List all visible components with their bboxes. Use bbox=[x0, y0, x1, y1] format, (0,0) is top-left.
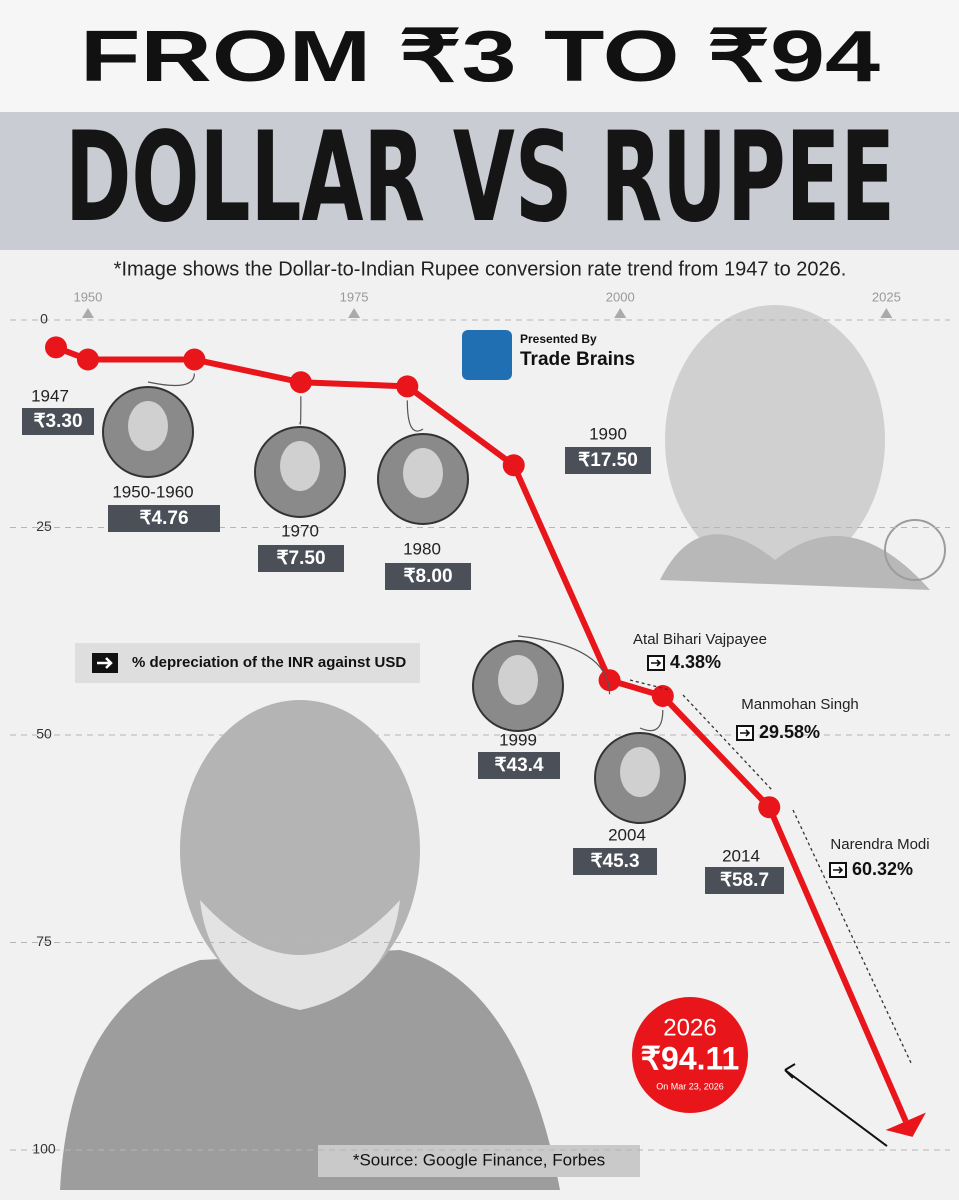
data-line bbox=[54, 344, 900, 1103]
value-box bbox=[565, 447, 651, 474]
presenter-logo bbox=[462, 330, 512, 380]
leader-icon-arrow bbox=[833, 866, 844, 874]
y-tick-label: 50 bbox=[36, 726, 52, 742]
data-point bbox=[651, 684, 674, 707]
y-tick-label: 0 bbox=[40, 311, 48, 327]
data-point bbox=[502, 454, 525, 477]
portrait-face bbox=[280, 441, 320, 491]
x-tick-label: 1975 bbox=[340, 289, 369, 304]
latest-badge bbox=[632, 997, 748, 1113]
arrow-shaft bbox=[894, 1099, 909, 1123]
data-point bbox=[45, 336, 67, 359]
presenter-prefix: Presented By bbox=[520, 332, 597, 346]
gandhi-illustration bbox=[660, 305, 946, 590]
legend-arrow bbox=[97, 657, 113, 669]
value-box bbox=[705, 867, 784, 894]
y-tick-label: 25 bbox=[36, 518, 52, 534]
depreciation-value: 4.38% bbox=[670, 652, 721, 672]
title-band bbox=[0, 0, 959, 112]
leader-name: Atal Bihari Vajpayee bbox=[633, 631, 767, 648]
data-point bbox=[396, 375, 419, 398]
depreciation-value: 29.58% bbox=[759, 722, 820, 742]
latest-value: ₹94.11 bbox=[641, 1040, 740, 1076]
x-tick-mark bbox=[81, 308, 94, 318]
value-box bbox=[258, 545, 344, 572]
title: FROM ₹3 TO ₹94 bbox=[80, 17, 880, 97]
point-label: 1970 bbox=[281, 521, 319, 540]
value-box bbox=[22, 408, 94, 435]
portrait-face bbox=[620, 747, 660, 797]
period-bracket bbox=[682, 694, 773, 791]
value-box bbox=[385, 563, 471, 590]
portrait-face bbox=[403, 448, 443, 498]
presenter-name: Trade Brains bbox=[520, 349, 635, 370]
data-point bbox=[758, 796, 781, 819]
value-label: ₹7.50 bbox=[276, 548, 325, 569]
value-label: ₹4.76 bbox=[139, 508, 188, 529]
connector bbox=[299, 396, 302, 425]
legend-text: % depreciation of the INR against USD bbox=[132, 654, 406, 671]
connector bbox=[147, 373, 195, 387]
leader-icon-arrow bbox=[651, 659, 662, 667]
x-tick-label: 2025 bbox=[872, 289, 901, 304]
point-label: 1999 bbox=[499, 730, 537, 749]
data-point bbox=[183, 348, 206, 371]
data-point bbox=[289, 371, 312, 394]
connector bbox=[639, 709, 664, 732]
value-label: ₹3.30 bbox=[33, 411, 82, 432]
headline: DOLLAR VS RUPEE bbox=[65, 106, 895, 250]
headline-band bbox=[0, 112, 959, 250]
x-tick-mark bbox=[348, 308, 361, 318]
period-bracket bbox=[792, 809, 913, 1066]
latest-note: On Mar 23, 2026 bbox=[656, 1081, 724, 1091]
value-box bbox=[108, 505, 220, 532]
plot: 0 25 50 75 100 1950 1975 2000 2025 1947 ₹3.30 1950-… bbox=[10, 289, 950, 1157]
data-point bbox=[76, 348, 99, 371]
x-tick-label: 2000 bbox=[606, 289, 635, 304]
portrait-face bbox=[498, 655, 538, 705]
arrow-head bbox=[885, 1112, 926, 1137]
source: *Source: Google Finance, Forbes bbox=[353, 1150, 605, 1169]
point-label: 1947 bbox=[31, 386, 69, 405]
value-box bbox=[573, 848, 657, 875]
portrait-face bbox=[128, 401, 168, 451]
note: *Image shows the Dollar-to-Indian Rupee … bbox=[114, 258, 847, 280]
value-box bbox=[478, 752, 560, 779]
point-label: 1990 bbox=[589, 424, 627, 443]
y-tick-label: 100 bbox=[32, 1141, 56, 1157]
y-tick-label: 75 bbox=[36, 933, 52, 949]
latest-year: 2026 bbox=[663, 1014, 716, 1041]
modi-illustration bbox=[60, 700, 560, 1190]
leader-name: Narendra Modi bbox=[830, 836, 929, 853]
point-label: 2014 bbox=[722, 846, 760, 865]
period-bracket bbox=[629, 679, 671, 691]
value-label: ₹45.3 bbox=[590, 851, 639, 872]
legend-box bbox=[75, 643, 420, 683]
depreciation-value: 60.32% bbox=[852, 859, 913, 879]
value-label: ₹43.4 bbox=[494, 755, 544, 776]
leader-icon-arrow bbox=[740, 729, 751, 737]
value-label: ₹58.7 bbox=[720, 870, 769, 891]
leader-name: Manmohan Singh bbox=[741, 696, 859, 713]
data-point bbox=[598, 669, 621, 692]
value-label: ₹17.50 bbox=[578, 450, 638, 471]
latest-pointer bbox=[784, 1063, 888, 1147]
point-label: 2004 bbox=[608, 825, 646, 844]
x-tick-label: 1950 bbox=[73, 289, 102, 304]
x-tick-mark bbox=[880, 308, 893, 318]
point-label: 1980 bbox=[403, 539, 441, 558]
connector bbox=[517, 635, 611, 695]
x-tick-mark bbox=[614, 308, 627, 318]
connector bbox=[406, 400, 424, 432]
point-label: 1950-1960 bbox=[112, 482, 193, 501]
value-label: ₹8.00 bbox=[403, 566, 452, 587]
